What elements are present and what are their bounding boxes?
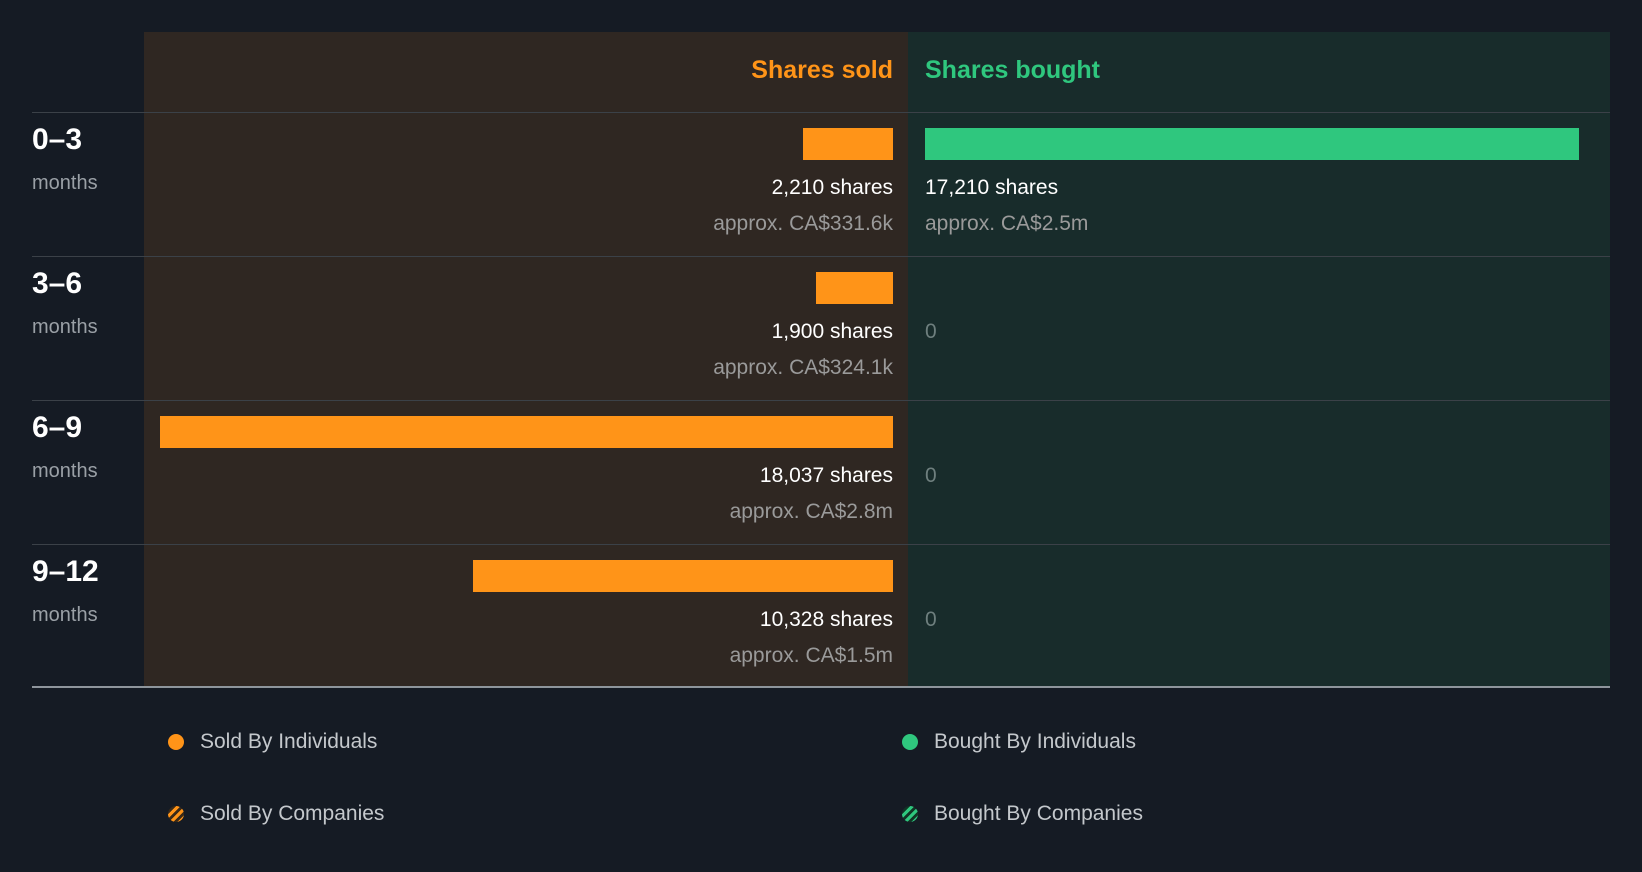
period-range: 0–3 bbox=[32, 123, 83, 156]
legend-label: Sold By Individuals bbox=[200, 730, 378, 753]
legend-item: Sold By Companies bbox=[168, 800, 384, 828]
sold-value-label: approx. CA$1.5m bbox=[729, 644, 893, 667]
sold-bar bbox=[803, 128, 893, 160]
period-unit: months bbox=[32, 604, 98, 626]
solid-dot-icon bbox=[168, 734, 184, 750]
bought-shares-label: 17,210 shares bbox=[925, 176, 1059, 199]
row-divider bbox=[32, 400, 1610, 401]
period-unit: months bbox=[32, 172, 98, 194]
shares-bought-header: Shares bought bbox=[925, 56, 1101, 84]
sold-shares-label: 18,037 shares bbox=[759, 464, 893, 487]
striped-dot-icon bbox=[902, 806, 918, 822]
period-unit: months bbox=[32, 460, 98, 482]
row-divider bbox=[32, 112, 1610, 113]
solid-dot-icon bbox=[902, 734, 918, 750]
striped-dot-icon bbox=[168, 806, 184, 822]
legend-item: Bought By Individuals bbox=[902, 728, 1136, 756]
sold-value-label: approx. CA$2.8m bbox=[729, 500, 893, 523]
bought-shares-label: 0 bbox=[925, 464, 937, 487]
chart-baseline bbox=[32, 686, 1610, 688]
row-divider bbox=[32, 544, 1610, 545]
sold-bar bbox=[816, 272, 893, 304]
legend-item: Bought By Companies bbox=[902, 800, 1143, 828]
sold-value-label: approx. CA$324.1k bbox=[713, 356, 893, 379]
sold-value-label: approx. CA$331.6k bbox=[713, 212, 893, 235]
legend-label: Bought By Individuals bbox=[934, 730, 1136, 753]
sold-shares-label: 10,328 shares bbox=[759, 608, 893, 631]
legend-label: Bought By Companies bbox=[934, 802, 1143, 825]
bought-shares-label: 0 bbox=[925, 608, 937, 631]
legend-item: Sold By Individuals bbox=[168, 728, 377, 756]
period-unit: months bbox=[32, 316, 98, 338]
shares-sold-header: Shares sold bbox=[751, 56, 893, 84]
period-range: 6–9 bbox=[32, 411, 83, 444]
legend-label: Sold By Companies bbox=[200, 802, 385, 825]
bought-shares-label: 0 bbox=[925, 320, 937, 343]
bought-value-label: approx. CA$2.5m bbox=[925, 212, 1089, 235]
period-range: 3–6 bbox=[32, 267, 83, 300]
row-divider bbox=[32, 256, 1610, 257]
period-range: 9–12 bbox=[32, 555, 99, 588]
sold-bar bbox=[473, 560, 893, 592]
sold-bar bbox=[160, 416, 893, 448]
bought-bar bbox=[925, 128, 1579, 160]
sold-shares-label: 1,900 shares bbox=[771, 320, 893, 343]
sold-shares-label: 2,210 shares bbox=[771, 176, 893, 199]
